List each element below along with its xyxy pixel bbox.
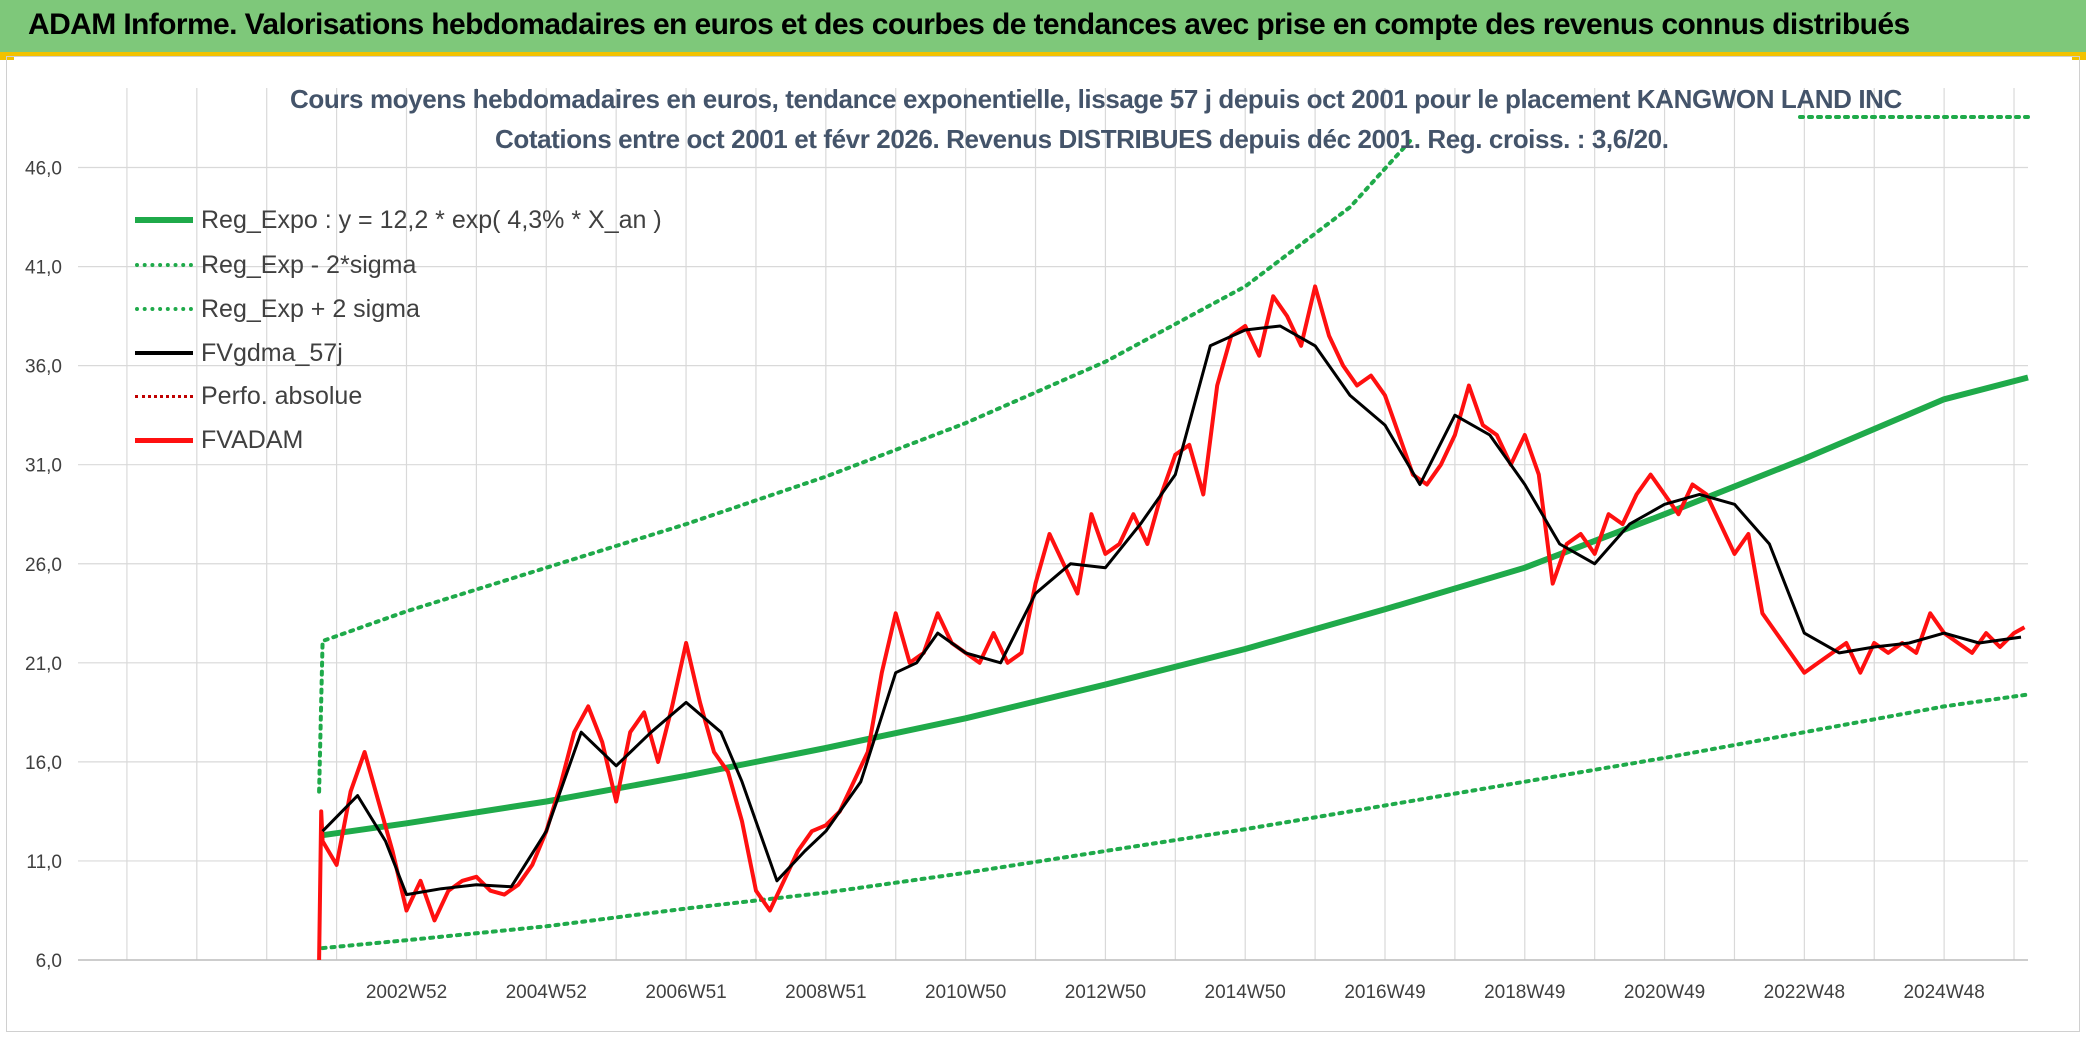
x-tick-label: 2020W49 [1624, 982, 1705, 1003]
legend-item-reg-expo: Reg_Expo : y = 12,2 * exp( 4,3% * X_an ) [135, 202, 662, 238]
report-title: ADAM Informe. Valorisations hebdomadaire… [28, 8, 1910, 41]
x-tick-label: 2016W49 [1344, 982, 1425, 1003]
chart-subtitle: Cotations entre oct 2001 et févr 2026. R… [495, 124, 1669, 154]
legend-swatch-reg-exp-minus [135, 263, 193, 267]
y-tick-label: 21,0 [25, 654, 62, 675]
legend-label-reg-expo: Reg_Expo : y = 12,2 * exp( 4,3% * X_an ) [201, 205, 662, 234]
chart-title: Cours moyens hebdomadaires en euros, ten… [290, 84, 1902, 114]
legend-label-fvadam: FVADAM [201, 425, 304, 454]
x-tick-label: 2024W48 [1903, 982, 1984, 1003]
legend-item-reg-exp-plus: Reg_Exp + 2 sigma [135, 291, 420, 327]
series-reg-expo [322, 374, 2029, 839]
x-tick-label: 2014W50 [1205, 982, 1286, 1003]
y-tick-label: 16,0 [25, 753, 62, 774]
y-tick-label: 46,0 [25, 159, 62, 180]
report-banner: ADAM Informe. Valorisations hebdomadaire… [0, 0, 2086, 56]
legend-label-reg-exp-plus: Reg_Exp + 2 sigma [201, 294, 420, 323]
y-tick-label: 6,0 [36, 951, 62, 972]
legend-swatch-reg-expo [135, 217, 193, 223]
legend-item-fvgdma: FVgdma_57j [135, 335, 343, 371]
x-tick-label: 2010W50 [925, 982, 1006, 1003]
y-tick-label: 41,0 [25, 258, 62, 279]
series-layer [317, 115, 2030, 961]
chart-frame [6, 56, 2080, 1032]
axis-layer: 6,0 11,0 16,0 21,0 26,0 31,0 36,0 41,0 46,0 2002W… [25, 159, 2028, 1003]
legend-swatch-fvgdma [135, 351, 193, 355]
x-tick-label: 2008W51 [785, 982, 866, 1003]
grid-layer [78, 88, 2028, 961]
series-fvadam [317, 284, 2026, 961]
x-tick-label: 2018W49 [1484, 982, 1565, 1003]
x-tick-label: 2002W52 [366, 982, 447, 1003]
series-fvgdma-57j [321, 324, 2022, 897]
legend-swatch-fvadam [135, 437, 193, 443]
legend-item-fvadam: FVADAM [135, 422, 303, 458]
series-reg-exp-plus-2sigma [317, 135, 1415, 794]
legend-item-perfo: Perfo. absolue [135, 378, 362, 414]
x-tick-label: 2012W50 [1065, 982, 1146, 1003]
y-tick-label: 36,0 [25, 357, 62, 378]
x-tick-label: 2022W48 [1764, 982, 1845, 1003]
legend-label-fvgdma: FVgdma_57j [201, 338, 343, 367]
legend-label-reg-exp-minus: Reg_Exp - 2*sigma [201, 250, 417, 279]
y-tick-label: 11,0 [26, 852, 62, 873]
y-tick-label: 31,0 [25, 456, 62, 477]
y-tick-label: 26,0 [25, 555, 62, 576]
legend-item-reg-exp-minus: Reg_Exp - 2*sigma [135, 247, 416, 283]
x-tick-label: 2004W52 [506, 982, 587, 1003]
legend-swatch-perfo [135, 394, 193, 398]
series-reg-exp-minus-2sigma [320, 692, 2030, 951]
x-tick-label: 2006W51 [645, 982, 726, 1003]
legend-swatch-reg-exp-plus [135, 307, 193, 311]
legend-label-perfo: Perfo. absolue [201, 381, 363, 410]
